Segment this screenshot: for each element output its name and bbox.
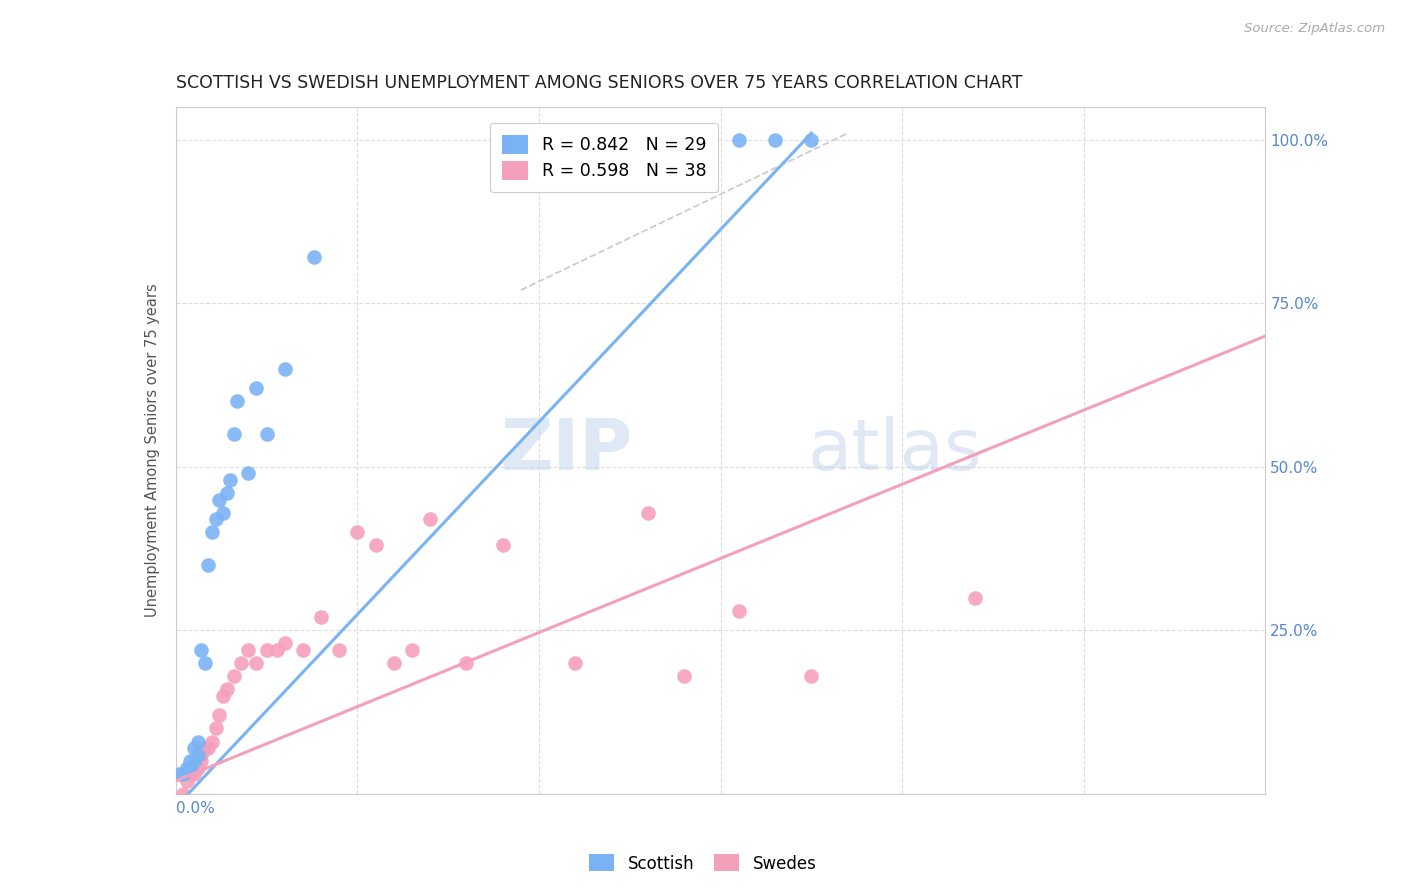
Point [201, 734, 224, 748]
Point [194, 741, 217, 756]
Point [169, 767, 191, 781]
Point [456, 656, 478, 670]
Point [401, 643, 423, 657]
Point [197, 741, 219, 756]
Text: Source: ZipAtlas.com: Source: ZipAtlas.com [1244, 22, 1385, 36]
Point [346, 525, 368, 540]
Legend: R = 0.842   N = 29, R = 0.598   N = 38: R = 0.842 N = 29, R = 0.598 N = 38 [489, 122, 718, 193]
Point [274, 636, 297, 650]
Point [183, 741, 205, 756]
Point [256, 643, 278, 657]
Point [215, 486, 238, 500]
Point [212, 506, 235, 520]
Point [186, 747, 209, 762]
Text: ZIP: ZIP [501, 416, 633, 485]
Point [208, 492, 231, 507]
Point [763, 133, 786, 147]
Point [302, 251, 325, 265]
Point [186, 734, 209, 748]
Text: atlas: atlas [807, 416, 983, 485]
Point [245, 656, 267, 670]
Point [364, 538, 387, 552]
Point [212, 689, 235, 703]
Point [382, 656, 405, 670]
Text: SCOTTISH VS SWEDISH UNEMPLOYMENT AMONG SENIORS OVER 75 YEARS CORRELATION CHART: SCOTTISH VS SWEDISH UNEMPLOYMENT AMONG S… [176, 74, 1022, 92]
Point [204, 722, 226, 736]
Point [800, 133, 823, 147]
Point [179, 754, 201, 768]
Point [256, 427, 278, 442]
Point [727, 133, 749, 147]
Point [231, 656, 253, 670]
Point [201, 525, 224, 540]
Point [266, 643, 288, 657]
Point [186, 761, 209, 775]
Point [190, 643, 212, 657]
Point [274, 361, 297, 376]
Point [727, 604, 749, 618]
Point [564, 656, 586, 670]
Point [183, 767, 205, 781]
Point [245, 381, 267, 395]
Point [222, 427, 245, 442]
Point [183, 754, 205, 768]
Point [222, 669, 245, 683]
Point [172, 767, 194, 781]
Point [208, 708, 231, 723]
Point [238, 467, 260, 481]
Point [194, 656, 217, 670]
Point [238, 643, 260, 657]
Point [179, 761, 201, 775]
Point [419, 512, 441, 526]
Point [176, 761, 198, 775]
Point [673, 133, 696, 147]
Point [226, 394, 249, 409]
Point [328, 643, 350, 657]
Point [215, 682, 238, 697]
Point [204, 512, 226, 526]
Y-axis label: Unemployment Among Seniors over 75 years: Unemployment Among Seniors over 75 years [145, 284, 160, 617]
Point [219, 473, 242, 487]
Point [169, 793, 191, 807]
Point [637, 506, 659, 520]
Point [309, 610, 332, 624]
Point [800, 669, 823, 683]
Point [179, 767, 201, 781]
Point [172, 787, 194, 801]
Point [190, 754, 212, 768]
Legend: Scottish, Swedes: Scottish, Swedes [582, 847, 824, 880]
Point [673, 669, 696, 683]
Point [190, 747, 212, 762]
Point [963, 591, 986, 605]
Point [176, 773, 198, 788]
Point [197, 558, 219, 572]
Text: 0.0%: 0.0% [176, 801, 215, 816]
Point [291, 643, 314, 657]
Point [492, 538, 515, 552]
